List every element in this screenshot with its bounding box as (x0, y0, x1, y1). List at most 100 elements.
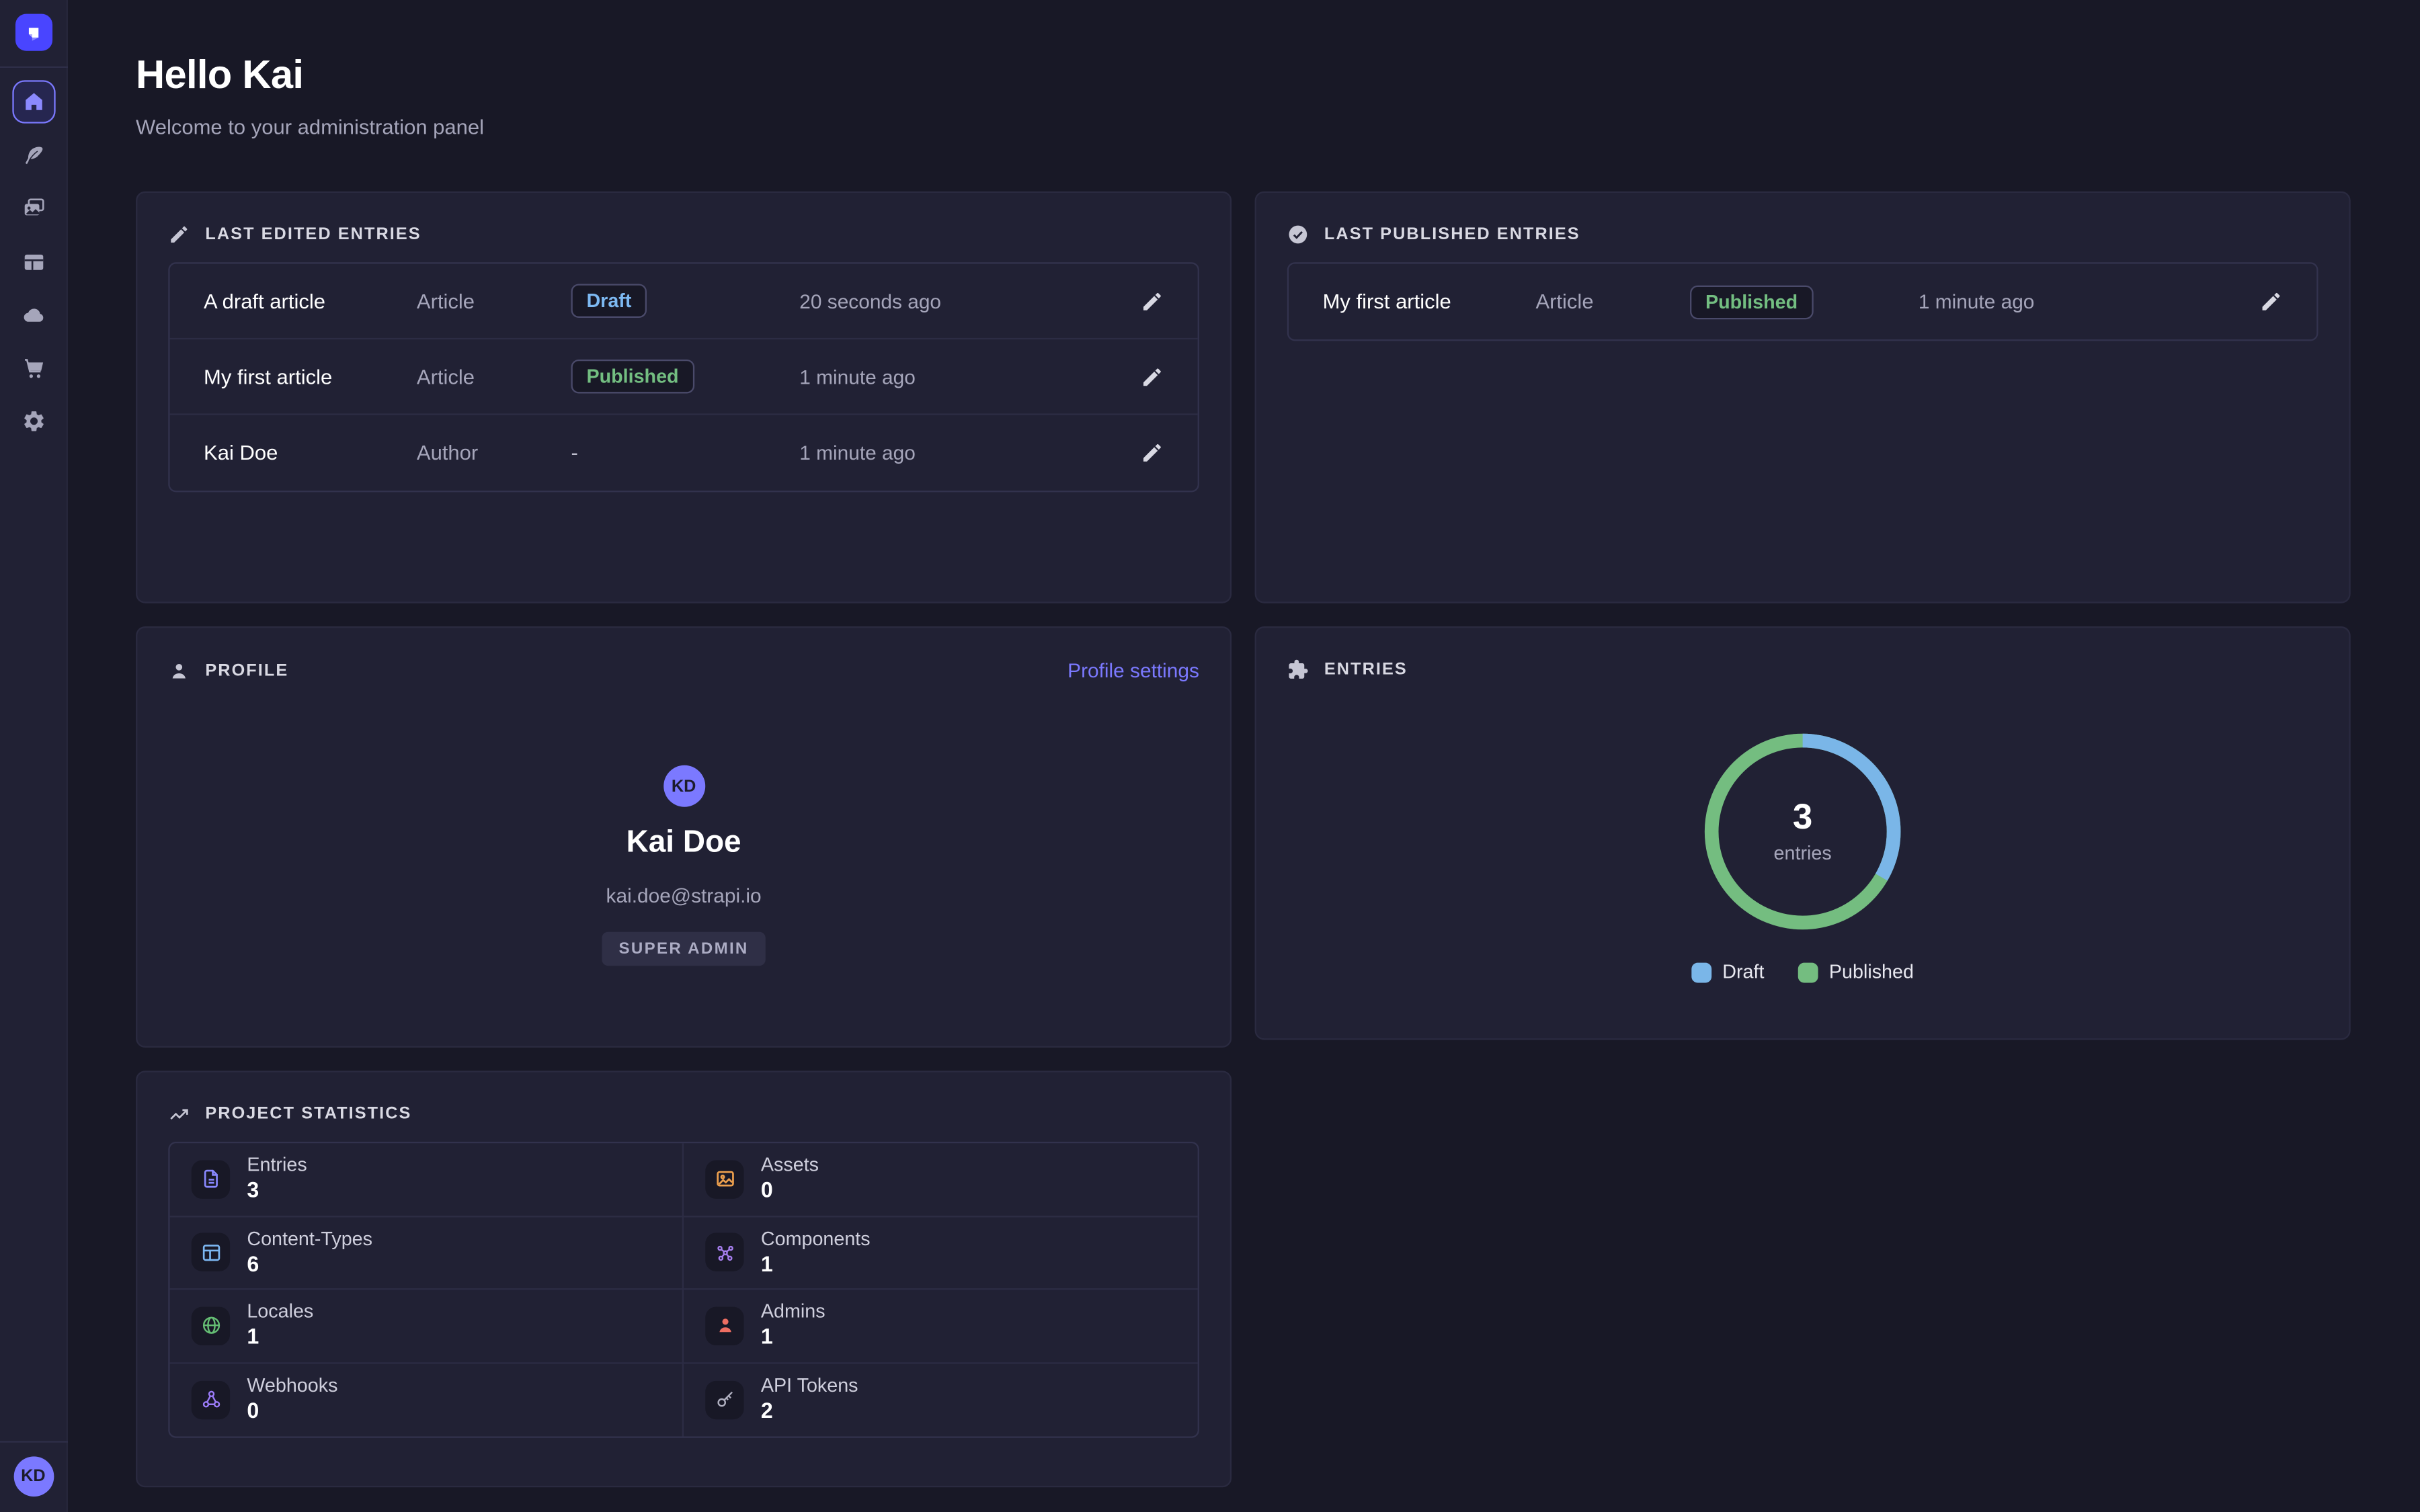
entry-name: My first article (1322, 290, 1451, 314)
entry-time: 1 minute ago (799, 364, 916, 388)
sidebar-footer: KD (0, 1441, 67, 1512)
stat-value: 0 (760, 1177, 773, 1202)
images-icon (24, 198, 44, 216)
entry-name: A draft article (204, 289, 325, 312)
stat-value: 0 (247, 1398, 259, 1423)
check-circle-icon (1287, 224, 1309, 245)
donut-draft-segment (1704, 733, 1901, 930)
card-header: ENTRIES (1287, 659, 2318, 680)
entry-type: Article (1535, 290, 1594, 314)
page-title: Hello Kai (136, 50, 304, 97)
user-icon (705, 1306, 744, 1345)
legend-item-published: Published (1798, 961, 1914, 982)
stat-api-tokens: API Tokens 2 (684, 1363, 1198, 1436)
puzzle-icon (1287, 659, 1309, 680)
key-icon (705, 1380, 744, 1419)
card-header: PROJECT STATISTICS (168, 1103, 1199, 1125)
user-avatar[interactable]: KD (13, 1456, 54, 1497)
cloud-icon (23, 308, 43, 322)
stat-label: Components (760, 1227, 871, 1249)
card-title: LAST EDITED ENTRIES (205, 225, 421, 244)
entry-name: Kai Doe (204, 441, 278, 465)
pencil-icon (168, 224, 190, 245)
status-badge: Draft (571, 284, 647, 318)
table-row: My first article Article Published 1 min… (1289, 264, 2316, 339)
table-row: My first article Article Published 1 min… (169, 339, 1198, 415)
published-swatch (1798, 962, 1818, 982)
entry-time: 1 minute ago (799, 441, 916, 465)
edit-entry-button[interactable] (1141, 365, 1164, 388)
stat-label: Locales (247, 1300, 314, 1322)
sidebar-item-home[interactable] (11, 80, 55, 124)
sidebar-nav (11, 80, 55, 443)
layout-icon (24, 253, 43, 269)
stat-value: 2 (760, 1398, 773, 1423)
entry-type: Article (416, 289, 475, 312)
entries-donut-area: 3 entries Draft Published (1287, 724, 2318, 982)
picture-icon (705, 1159, 744, 1199)
stat-assets: Assets 0 (684, 1143, 1198, 1217)
stat-label: Assets (760, 1154, 819, 1176)
sidebar-item-content-manager[interactable] (11, 134, 54, 177)
profile-settings-link[interactable]: Profile settings (1067, 659, 1199, 682)
card-title: PROJECT STATISTICS (205, 1104, 412, 1124)
sidebar-item-settings[interactable] (11, 400, 54, 443)
sidebar-item-cloud[interactable] (11, 293, 54, 336)
entry-type: Article (416, 364, 475, 388)
last-edited-entries-card: LAST EDITED ENTRIES A draft article Arti… (136, 191, 1232, 603)
profile-card: PROFILE Profile settings KD Kai Doe kai.… (136, 626, 1232, 1048)
table-row: A draft article Article Draft 20 seconds… (169, 264, 1198, 340)
stat-label: API Tokens (760, 1374, 858, 1396)
pencil-icon (2262, 292, 2280, 310)
edit-entry-button[interactable] (1141, 289, 1164, 312)
trend-up-icon (168, 1103, 190, 1125)
sidebar-item-media-library[interactable] (11, 187, 54, 230)
stat-label: Webhooks (247, 1374, 338, 1396)
donut-legend: Draft Published (1691, 961, 1914, 982)
layout-grid-icon (191, 1233, 231, 1272)
status-badge: Published (571, 359, 694, 394)
sidebar-item-marketplace[interactable] (11, 346, 54, 389)
pencil-icon (1143, 368, 1161, 386)
edit-entry-button[interactable] (1141, 442, 1164, 464)
last-edited-table: A draft article Article Draft 20 seconds… (168, 262, 1199, 493)
edit-entry-button[interactable] (2259, 290, 2282, 313)
entries-count-label: entries (1773, 842, 1832, 864)
stat-admins: Admins 1 (684, 1290, 1198, 1363)
sidebar-divider (0, 66, 67, 69)
status-dash: - (571, 440, 578, 464)
strapi-logo-icon[interactable] (14, 13, 52, 51)
sidebar-divider (0, 1441, 67, 1443)
stat-value: 6 (247, 1250, 259, 1275)
profile-body: KD Kai Doe kai.doe@strapi.io SUPER ADMIN (168, 765, 1199, 966)
project-statistics-card: PROJECT STATISTICS Entries 3 Assets 0 (136, 1070, 1232, 1488)
stats-table: Entries 3 Assets 0 Content-Types 6 (168, 1141, 1199, 1438)
stat-label: Entries (247, 1154, 307, 1176)
entry-time: 1 minute ago (1918, 290, 2035, 314)
sidebar: KD (0, 0, 69, 1512)
last-published-table: My first article Article Published 1 min… (1287, 262, 2318, 341)
legend-item-draft: Draft (1691, 961, 1764, 982)
draft-swatch (1691, 962, 1712, 982)
dashboard-grid: LAST EDITED ENTRIES A draft article Arti… (136, 191, 2351, 1488)
stat-value: 1 (760, 1323, 773, 1349)
molecule-icon (705, 1233, 744, 1272)
entries-card: ENTRIES 3 entries (1254, 626, 2351, 1040)
gear-icon (24, 411, 43, 431)
page-subtitle: Welcome to your administration panel (136, 116, 485, 139)
home-icon (25, 93, 42, 110)
card-header: LAST PUBLISHED ENTRIES (1287, 224, 2318, 245)
card-header: LAST EDITED ENTRIES (168, 224, 1199, 245)
sidebar-item-content-type-builder[interactable] (11, 240, 54, 283)
entries-donut-chart: 3 entries (1695, 724, 1910, 939)
person-icon (168, 660, 190, 681)
stat-label: Content-Types (247, 1227, 372, 1249)
table-row: Kai Doe Author - 1 minute ago (170, 415, 1198, 491)
card-title: PROFILE (205, 661, 289, 680)
card-title: LAST PUBLISHED ENTRIES (1324, 225, 1580, 244)
pencil-icon (1143, 444, 1161, 462)
entry-type: Author (416, 441, 479, 465)
entries-count: 3 (1792, 796, 1813, 837)
stat-webhooks: Webhooks 0 (170, 1363, 684, 1437)
